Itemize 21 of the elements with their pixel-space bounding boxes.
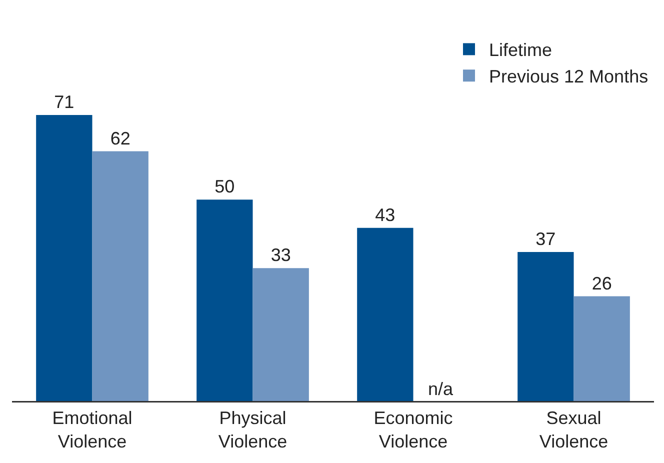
data-label: 26 [592, 273, 612, 294]
text: n/a [428, 379, 454, 399]
bar [518, 252, 574, 401]
x-tick-label: Emotional Violence [52, 408, 132, 452]
data-label: 71 [54, 92, 74, 112]
x-tick-label: Sexual Violence [539, 408, 608, 452]
data-label: 62 [110, 128, 130, 148]
bar [357, 228, 414, 401]
x-tick-label: Economic Violence [374, 408, 453, 452]
bar [36, 115, 92, 401]
bar [92, 151, 148, 401]
legend-label: Previous 12 Months [489, 66, 648, 87]
legend-label: Lifetime [489, 40, 552, 60]
data-label: 33 [270, 245, 291, 266]
bar [252, 268, 309, 401]
x-tick-label: Physical Violence [218, 408, 288, 452]
data-label: 37 [536, 228, 556, 249]
data-label: 43 [375, 204, 396, 225]
data-label: 50 [214, 176, 235, 197]
bar [196, 200, 253, 401]
bar [574, 296, 630, 401]
